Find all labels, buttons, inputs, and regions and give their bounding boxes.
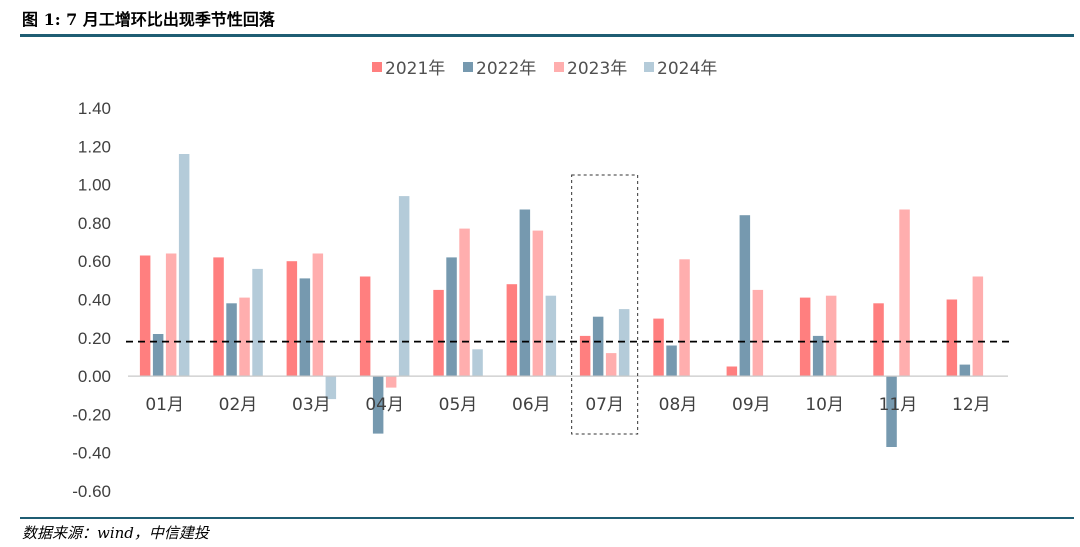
y-tick-label: 1.00 (78, 176, 111, 195)
x-axis: 01月 02月 03月 04月 05月 06月 07月 08月 09月 10月 11月 12月 (128, 375, 1008, 415)
legend-item: 2024年 (644, 59, 717, 79)
bar (812, 335, 824, 377)
bar (579, 335, 591, 377)
legend-label: 2021年 (385, 59, 445, 79)
bar (899, 209, 910, 377)
overlays (126, 174, 1010, 435)
legend-item: 2021年 (372, 59, 445, 79)
source-note: 数据来源：wind，中信建投 (22, 524, 209, 542)
bar (679, 259, 690, 377)
x-tick-label: 08月 (659, 395, 698, 415)
bar (519, 209, 531, 377)
figure-title: 图 1: 7 月工增环比出现季节性回落 (22, 10, 275, 29)
bar (239, 297, 250, 377)
bar (252, 268, 263, 377)
x-tick-label: 02月 (219, 395, 258, 415)
bar (165, 253, 177, 377)
y-tick-label: -0.40 (72, 444, 111, 463)
bar (532, 230, 544, 377)
y-tick-label: 0.00 (78, 367, 111, 386)
y-axis: 1.40 1.20 1.00 0.80 0.60 0.40 0.20 0.00 -0.20 -0.… (72, 99, 111, 501)
bar (459, 228, 470, 377)
footer-divider (20, 517, 1074, 519)
bar (299, 278, 311, 377)
bar (472, 349, 483, 377)
x-tick-label: 05月 (439, 395, 478, 415)
bar (739, 215, 751, 377)
x-tick-label: 03月 (292, 395, 331, 415)
bar (398, 196, 410, 377)
chart-legend: 2021年 2022年 2023年 2024年 (372, 59, 717, 79)
legend-item: 2023年 (554, 59, 627, 79)
bar (592, 316, 604, 377)
highlight-box (571, 174, 639, 435)
y-tick-label: 1.40 (78, 99, 111, 118)
x-tick-label: 01月 (145, 395, 184, 415)
x-tick-label: 09月 (732, 395, 771, 415)
bar (178, 154, 190, 377)
bar (226, 303, 237, 377)
bar (312, 253, 324, 377)
bar (666, 345, 677, 377)
y-tick-label: -0.20 (72, 405, 111, 424)
bar (385, 376, 397, 388)
legend-swatch (372, 62, 382, 72)
y-tick-label: 1.20 (78, 137, 111, 156)
legend-swatch (644, 62, 654, 72)
bar (359, 276, 371, 377)
bar (605, 353, 617, 377)
bar (653, 318, 664, 376)
bar (825, 295, 837, 377)
legend-label: 2023年 (567, 59, 627, 79)
bar (972, 276, 984, 377)
y-tick-label: 0.60 (78, 252, 111, 271)
bar (372, 376, 384, 434)
bar (446, 257, 457, 377)
y-tick-label: -0.60 (72, 482, 111, 501)
legend-label: 2024年 (657, 59, 717, 79)
bar (213, 257, 224, 377)
bars (139, 154, 984, 447)
legend-item: 2022年 (463, 59, 536, 79)
bar (873, 303, 884, 377)
bar (139, 255, 151, 377)
bar (545, 295, 557, 377)
bar (506, 284, 518, 377)
bar (618, 309, 630, 377)
x-tick-label: 10月 (805, 395, 844, 415)
x-tick-label: 07月 (585, 395, 624, 415)
bar (886, 376, 897, 447)
bar (286, 261, 298, 377)
x-tick-label: 12月 (952, 395, 991, 415)
y-tick-label: 0.40 (78, 291, 111, 310)
title-divider (20, 34, 1074, 37)
bar (799, 297, 811, 377)
bar (433, 289, 444, 377)
y-tick-label: 0.80 (78, 214, 111, 233)
x-tick-label: 04月 (365, 395, 404, 415)
bar (946, 299, 958, 377)
legend-swatch (554, 62, 564, 72)
bar (152, 334, 164, 377)
y-tick-label: 0.20 (78, 329, 111, 348)
legend-swatch (463, 62, 473, 72)
bar (325, 376, 337, 400)
legend-label: 2022年 (476, 59, 536, 79)
bar (752, 289, 764, 377)
x-tick-label: 06月 (512, 395, 551, 415)
bar-chart: 2021年 2022年 2023年 2024年 1.40 1.20 1.00 0.80 0.6… (72, 59, 1010, 501)
x-tick-label: 11月 (879, 395, 918, 415)
bar (959, 364, 971, 377)
bar (726, 366, 738, 377)
